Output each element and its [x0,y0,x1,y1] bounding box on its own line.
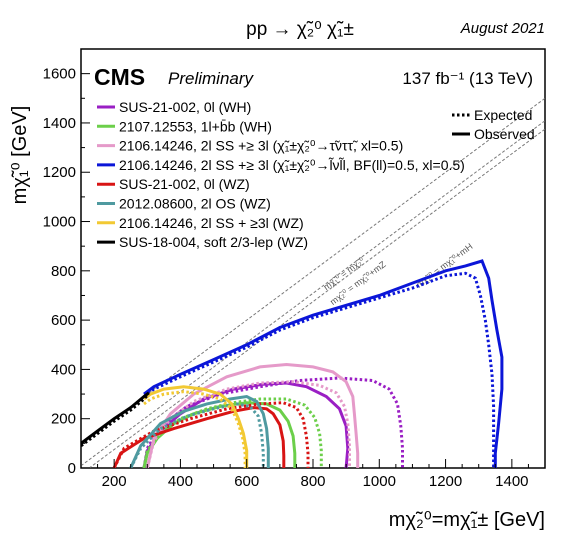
x-tick-label-0: 200 [102,473,127,490]
expected-curve-5 [129,402,265,468]
expected-curve-4 [112,401,310,468]
style-legend: Expected Observed [452,107,535,142]
exclusion-curves [81,259,504,468]
expected-curve-1 [142,397,323,468]
lumi-label: 137 fb⁻¹ (13 TeV) [402,69,533,88]
x-axis-label: mχ̃₂⁰=mχ̃₁± [GeV] [389,509,545,531]
style-label-0: Expected [474,107,532,123]
process-title: pp → χ̃₂⁰ χ̃₁± [246,19,354,40]
status-label: Preliminary [168,69,255,88]
observed-curve-7 [81,391,150,445]
observed-curve-6 [143,385,249,468]
legend-label-4: SUS-21-002, 0l (WZ) [119,176,250,192]
legend-label-1: 2107.12553, 1l+b̄b (WH) [119,118,272,134]
y-axis-label: mχ̃₁⁰ [GeV] [9,106,31,205]
date-label: August 2021 [460,20,545,37]
y-tick-label-3: 600 [51,312,76,329]
legend-label-2: 2106.14246, 2l SS +≥ 3l (χ̃₁±χ̃₂⁰→τ̃νττ̃… [119,138,403,154]
y-tick-label-5: 1000 [43,214,76,231]
observed-curve-3 [143,259,504,468]
x-tick-label-1: 400 [168,473,193,490]
x-tick-label-5: 1200 [429,473,462,490]
experiment-label: CMS [94,64,145,90]
y-tick-label-4: 800 [51,263,76,280]
expected-curve-7 [81,394,149,448]
x-tick-label-6: 1400 [495,473,528,490]
diagonal-line-2 [88,128,545,468]
x-tick-label-3: 800 [300,473,325,490]
series-legend: SUS-21-002, 0l (WH) 2107.12553, 1l+b̄b (W… [97,99,465,250]
legend-label-3: 2106.14246, 2l SS +≥ 3l (χ̃₁±χ̃₂⁰→l̃νl̃l… [119,156,465,173]
y-tick-label-6: 1200 [43,164,76,181]
observed-curve-2 [145,362,360,468]
x-tick-label-2: 600 [234,473,259,490]
legend-label-6: 2106.14246, 2l SS + ≥3l (WZ) [119,215,304,231]
y-tick-label-1: 200 [51,411,76,428]
y-tick-label-0: 0 [68,460,76,477]
expected-curve-3 [143,271,496,468]
expected-curve-6 [143,390,247,468]
legend-label-5: 2012.08600, 2l OS (WZ) [119,196,271,212]
style-label-1: Observed [474,126,535,142]
observed-curve-4 [112,406,286,468]
y-tick-label-2: 400 [51,361,76,378]
y-tick-label-8: 1600 [43,66,76,83]
diagonal-line-1 [81,120,545,467]
x-tick-label-4: 1000 [363,473,396,490]
legend-label-7: SUS-18-004, soft 2/3-lep (WZ) [119,234,308,250]
legend-label-0: SUS-21-002, 0l (WH) [119,99,251,115]
axis-ticks: 200 400 600 800 1000 1200 1400 0 200 400 600 800 100… [43,48,546,490]
y-tick-label-7: 1400 [43,115,76,132]
observed-curve-5 [129,394,270,468]
